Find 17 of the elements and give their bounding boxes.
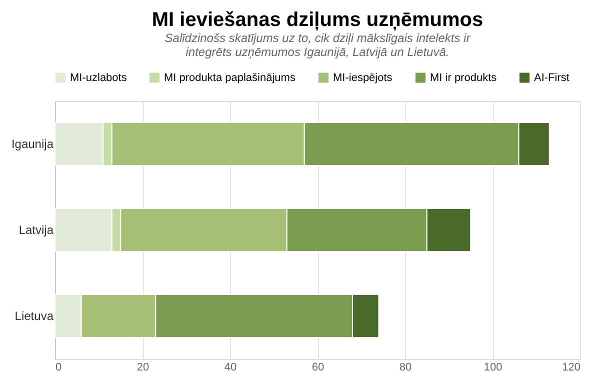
legend-label: MI produkta paplašinājums xyxy=(164,72,296,84)
x-tick-label: 120 xyxy=(562,362,580,374)
y-tick-label: Lietuva xyxy=(14,309,54,323)
y-tick-label: Latvija xyxy=(18,223,54,237)
y-tick-label: Igaunija xyxy=(11,137,54,151)
chart-subtitle: Salīdzinošs skatījums uz to, cik dziļi mākslīgais intelekts ir integrēts uzņēmumos Igaunijā, Latvijā un Lietuvā. xyxy=(164,31,472,59)
legend-label: AI-First xyxy=(534,72,570,84)
legend-label: MI-uzlabots xyxy=(70,72,128,84)
x-tick-label: 20 xyxy=(136,362,150,374)
x-tick-label: 60 xyxy=(312,362,324,374)
x-tick-label: 40 xyxy=(224,362,237,374)
x-tick-label: 0 xyxy=(56,362,62,374)
x-tick-label: 80 xyxy=(399,362,412,374)
legend-label: MI ir produkts xyxy=(430,72,498,84)
x-tick-label: 100 xyxy=(484,362,502,374)
chart-title: MI ieviešanas dziļums uzņēmumos xyxy=(152,9,484,31)
legend-label: MI-iespējots xyxy=(333,72,393,84)
